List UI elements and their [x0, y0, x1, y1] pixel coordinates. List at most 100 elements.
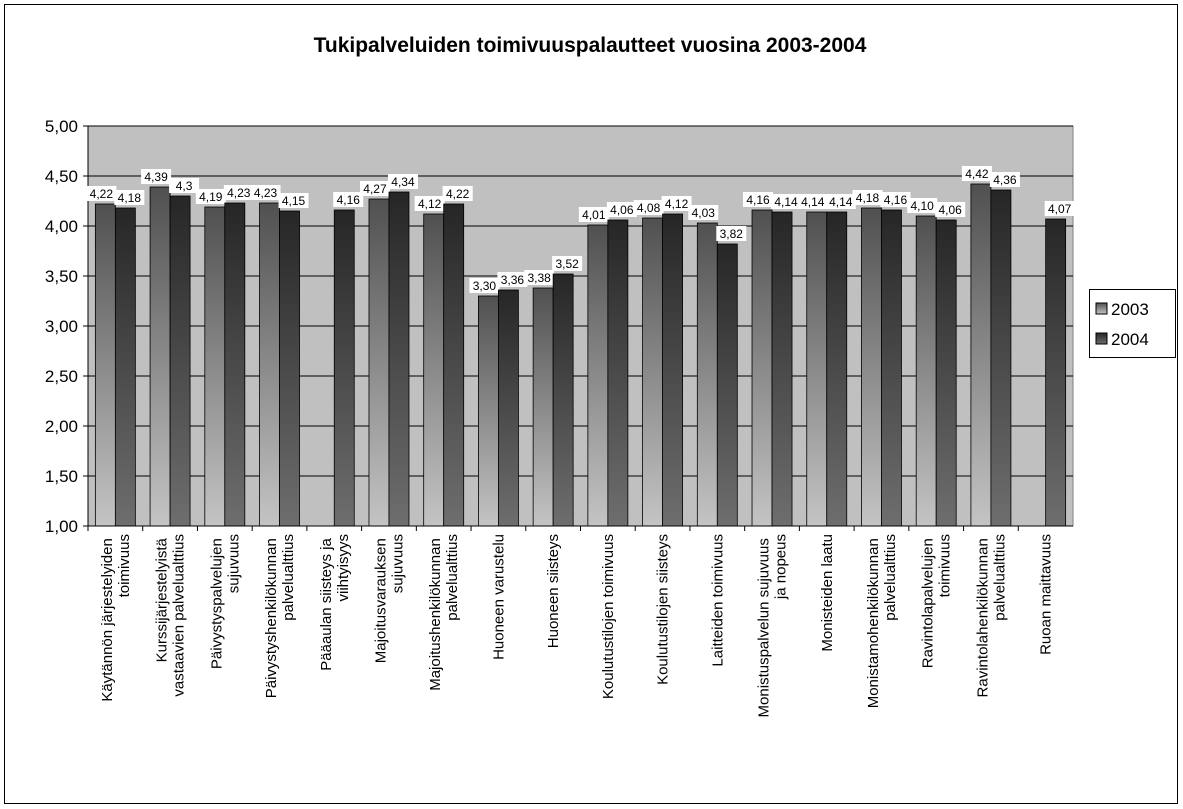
x-tick-label: Majoitushenkilökunnan palvelualttius: [427, 534, 461, 691]
bar: [279, 210, 300, 527]
bar: [826, 211, 848, 527]
x-tick-label: Pääaulan siisteys ja viihtyisyys: [318, 534, 352, 671]
value-label-bg: [743, 192, 774, 207]
value-label-bg: [497, 272, 528, 287]
value-label-bg: [578, 207, 609, 222]
bar: [662, 213, 683, 527]
x-tick-label: Päivystyshenkilökunnan palvelualttius: [263, 534, 297, 698]
legend-label: 2004: [1111, 330, 1149, 349]
value-label-bg: [223, 185, 254, 200]
y-tick-label: 3,50: [45, 267, 78, 286]
value-label-bg: [852, 190, 883, 205]
bar: [771, 211, 793, 527]
bar: [423, 213, 445, 527]
value-label: 3,30: [473, 279, 497, 293]
y-tick-label: 3,00: [45, 317, 78, 336]
value-label-bg: [961, 166, 992, 181]
value-label: 4,08: [637, 201, 661, 215]
value-label: 3,52: [555, 257, 579, 271]
bar: [532, 287, 554, 527]
legend-box: [1089, 289, 1176, 358]
value-label: 4,27: [363, 182, 387, 196]
x-tick-label: Ravintolapalvelujen toimivuus: [920, 534, 954, 668]
value-label: 4,22: [90, 187, 114, 201]
bar: [881, 209, 902, 527]
value-label-bg: [278, 193, 309, 208]
value-label-bg: [469, 278, 500, 293]
y-tick-label: 2,50: [45, 367, 78, 386]
x-tick-label: Päivystyspalvelujen sujuvuus: [208, 534, 242, 669]
bar: [224, 202, 246, 527]
bar: [806, 211, 828, 527]
x-tick-label: Monistamohenkilökunnan palvelualttius: [865, 534, 899, 708]
y-tick-label: 1,50: [45, 467, 78, 486]
value-label: 4,34: [391, 175, 415, 189]
bar: [1045, 218, 1067, 527]
value-label-bg: [880, 192, 911, 207]
y-tick-label: 4,50: [45, 167, 78, 186]
value-label-bg: [661, 196, 692, 211]
value-label-bg: [606, 202, 637, 217]
x-tick-label: Kurssijärjestelyistä vastaavien palvelua…: [154, 534, 188, 697]
x-tick-label: Laitteiden toimivuus: [709, 534, 726, 667]
value-label-bg: [1044, 201, 1075, 216]
value-label: 4,14: [774, 195, 798, 209]
bar: [915, 215, 937, 527]
bar: [204, 206, 226, 527]
bar: [169, 195, 191, 527]
x-tick-label: Ruoan maittavuus: [1038, 534, 1055, 655]
x-tick-label: Koulutustilojen siisteys: [655, 534, 672, 685]
value-label: 4,15: [282, 194, 306, 208]
x-tick-label: Käytännön järjestelyiden toimivuus: [99, 534, 133, 702]
bar: [696, 222, 718, 527]
x-tick-label: Majoitusvarauksen sujuvuus: [372, 534, 406, 663]
value-label-bg: [359, 181, 390, 196]
value-label: 4,23: [254, 186, 278, 200]
value-label: 3,82: [720, 227, 744, 241]
value-label-bg: [989, 172, 1020, 187]
value-label: 4,12: [418, 197, 442, 211]
value-label: 3,36: [501, 273, 525, 287]
value-label: 4,12: [665, 197, 689, 211]
y-tick-label: 1,00: [45, 517, 78, 536]
value-label-bg: [825, 194, 856, 209]
value-label: 4,16: [884, 193, 908, 207]
value-label: 4,01: [582, 208, 606, 222]
value-label: 4,22: [446, 187, 470, 201]
value-label-bg: [414, 196, 445, 211]
value-label-bg: [935, 202, 966, 217]
x-tick-label: Huoneen varustelu: [490, 534, 507, 660]
legend-swatch: [1095, 332, 1108, 345]
value-label-bg: [771, 194, 802, 209]
value-label: 4,14: [829, 195, 853, 209]
bar: [443, 203, 465, 527]
bar: [114, 207, 136, 527]
value-label-bg: [524, 270, 555, 285]
y-tick-label: 5,00: [45, 117, 78, 136]
value-label-bg: [195, 189, 226, 204]
bar: [259, 202, 280, 527]
value-label: 4,42: [965, 167, 989, 181]
chart-title: Tukipalveluiden toimivuuspalautteet vuos…: [314, 34, 867, 57]
bar: [607, 219, 629, 527]
bar: [94, 203, 116, 527]
value-label-bg: [169, 178, 200, 193]
bar: [388, 191, 410, 527]
x-tick-label: Monistuspalvelun sujuvuus ja nopeus: [756, 534, 790, 717]
y-tick-label: 4,00: [45, 217, 78, 236]
bar: [333, 209, 355, 527]
y-tick-label: 2,00: [45, 417, 78, 436]
value-label-bg: [797, 194, 828, 209]
value-label-bg: [907, 198, 938, 213]
value-label-bg: [141, 169, 172, 184]
value-label: 4,14: [801, 195, 825, 209]
bar: [552, 273, 574, 527]
value-label: 4,16: [337, 193, 361, 207]
bar: [498, 289, 519, 527]
bar: [587, 224, 609, 527]
x-tick-label: Huoneen siisteys: [545, 534, 562, 648]
value-label-bg: [442, 186, 473, 201]
bar: [861, 207, 882, 527]
value-label: 4,06: [610, 203, 634, 217]
